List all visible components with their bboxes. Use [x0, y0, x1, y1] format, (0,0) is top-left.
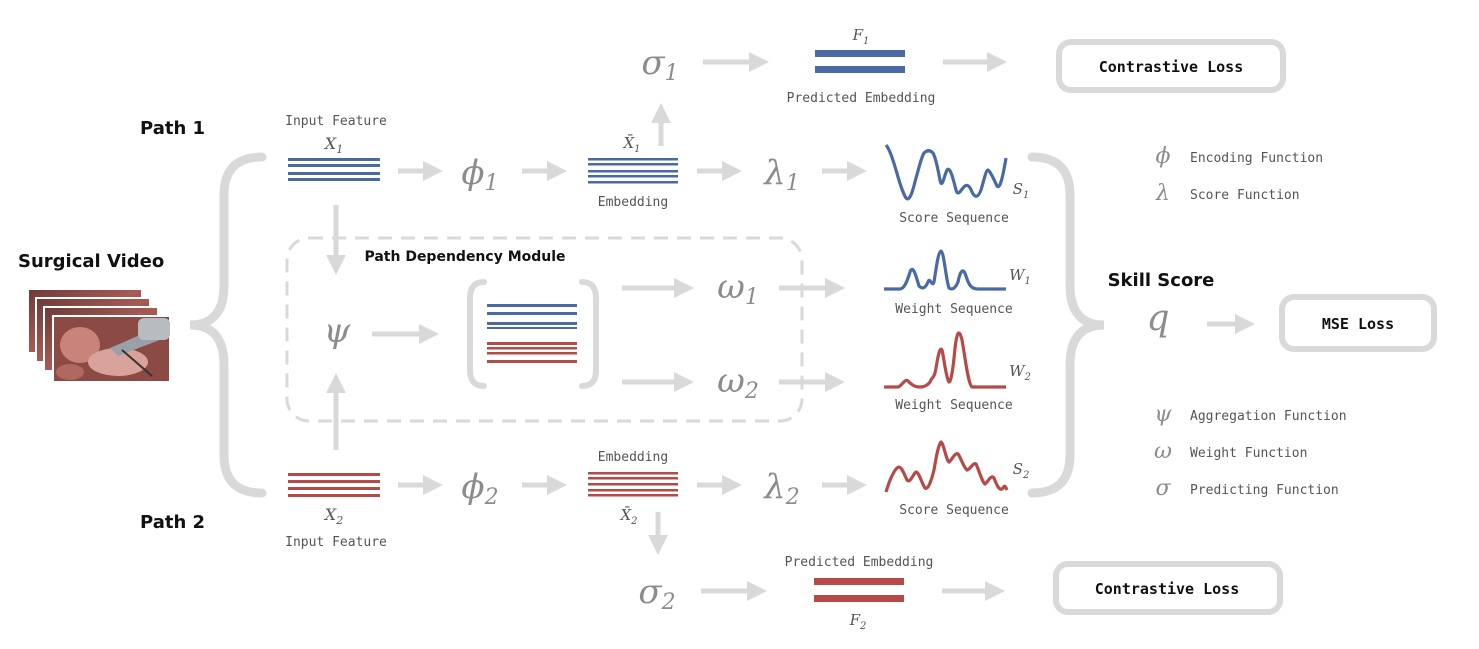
aggregate-red-bars	[487, 342, 577, 363]
s1-symbol: S1	[1013, 180, 1030, 201]
x1-symbol: X1	[323, 134, 343, 156]
legend-symbol: ϕ	[1156, 144, 1171, 169]
f1-symbol: F1	[852, 26, 870, 47]
embedding-x2bar-bars	[588, 472, 678, 497]
mse-loss-text: MSE Loss	[1322, 315, 1394, 333]
predicted-embedding-top-label: Predicted Embedding	[787, 91, 936, 106]
embedding-x1bar-bars	[588, 158, 678, 184]
weight-sequence-2-label: Weight Sequence	[895, 398, 1013, 413]
surgical-video-label: Surgical Video	[18, 251, 164, 272]
embedding-bottom-label: Embedding	[598, 450, 668, 465]
w2-symbol: W2	[1009, 362, 1031, 383]
omega1-symbol: ω1	[717, 267, 759, 310]
legend-text: Aggregation Function	[1190, 409, 1347, 424]
legend: ϕ Encoding Function λ Score Function ψ A…	[1154, 144, 1347, 501]
contrastive-loss-bottom-box	[1053, 561, 1283, 615]
predicted-embedding-f2-bars	[814, 578, 904, 602]
path-dependency-module-box	[285, 236, 804, 423]
input-feature-top-label: Input Feature	[285, 114, 387, 129]
aggregate-bracket-right	[579, 279, 599, 389]
omega2-symbol: ω2	[717, 361, 759, 404]
path1-label: Path 1	[140, 118, 205, 139]
q-symbol: q	[1146, 298, 1169, 339]
predicted-embedding-bottom-label: Predicted Embedding	[785, 555, 934, 570]
aggregate-blue-bars	[487, 304, 577, 329]
embedding-top-label: Embedding	[598, 195, 668, 210]
surgical-video-frames	[27, 288, 171, 383]
legend-text: Predicting Function	[1190, 483, 1339, 498]
weight-sequence-w1-curve	[884, 249, 1006, 291]
input-feature-x1-bars	[288, 158, 380, 181]
sigma1-symbol: σ1	[641, 43, 678, 86]
score-sequence-top-label: Score Sequence	[899, 211, 1009, 226]
input-feature-bottom-label: Input Feature	[285, 535, 387, 550]
input-feature-x2-bars	[288, 473, 380, 497]
psi-symbol: ψ	[324, 311, 351, 351]
contrastive-loss-bottom-text: Contrastive Loss	[1095, 580, 1240, 598]
legend-symbol: σ	[1155, 476, 1171, 501]
right-curly-brace	[1027, 152, 1105, 498]
score-sequence-bottom-label: Score Sequence	[899, 503, 1009, 518]
f2-symbol: F2	[849, 611, 867, 632]
aggregate-bracket-left	[467, 279, 487, 389]
xbar2-symbol: X̄2	[619, 506, 637, 527]
sigma2-symbol: σ2	[638, 572, 675, 615]
legend-symbol: ω	[1154, 439, 1172, 464]
s2-symbol: S2	[1013, 460, 1030, 481]
path-dependency-module-label: Path Dependency Module	[364, 249, 565, 265]
x2-symbol: X2	[323, 505, 343, 527]
legend-text: Score Function	[1190, 188, 1300, 203]
phi1-symbol: ϕ1	[461, 153, 498, 196]
contrastive-loss-top-text: Contrastive Loss	[1099, 58, 1244, 76]
weight-sequence-w2-curve	[884, 331, 1006, 389]
legend-text: Encoding Function	[1190, 151, 1323, 166]
weight-sequence-1-label: Weight Sequence	[895, 302, 1013, 317]
legend-symbol: ψ	[1154, 402, 1172, 427]
xbar1-symbol: X̄1	[622, 134, 640, 155]
lambda1-symbol: λ1	[762, 153, 800, 196]
mse-loss-box	[1279, 294, 1437, 352]
phi2-symbol: ϕ2	[461, 467, 498, 510]
legend-symbol: λ	[1155, 181, 1170, 206]
predicted-embedding-f1-bars	[815, 50, 905, 73]
legend-text: Weight Function	[1190, 446, 1307, 461]
w1-symbol: W1	[1009, 266, 1031, 287]
lambda2-symbol: λ2	[762, 467, 800, 510]
contrastive-loss-top-box	[1056, 39, 1286, 93]
score-sequence-s2-curve	[884, 440, 1009, 493]
left-curly-brace	[189, 152, 267, 498]
path2-label: Path 2	[140, 512, 205, 533]
skill-score-label: Skill Score	[1108, 270, 1215, 291]
score-sequence-s1-curve	[884, 144, 1008, 201]
